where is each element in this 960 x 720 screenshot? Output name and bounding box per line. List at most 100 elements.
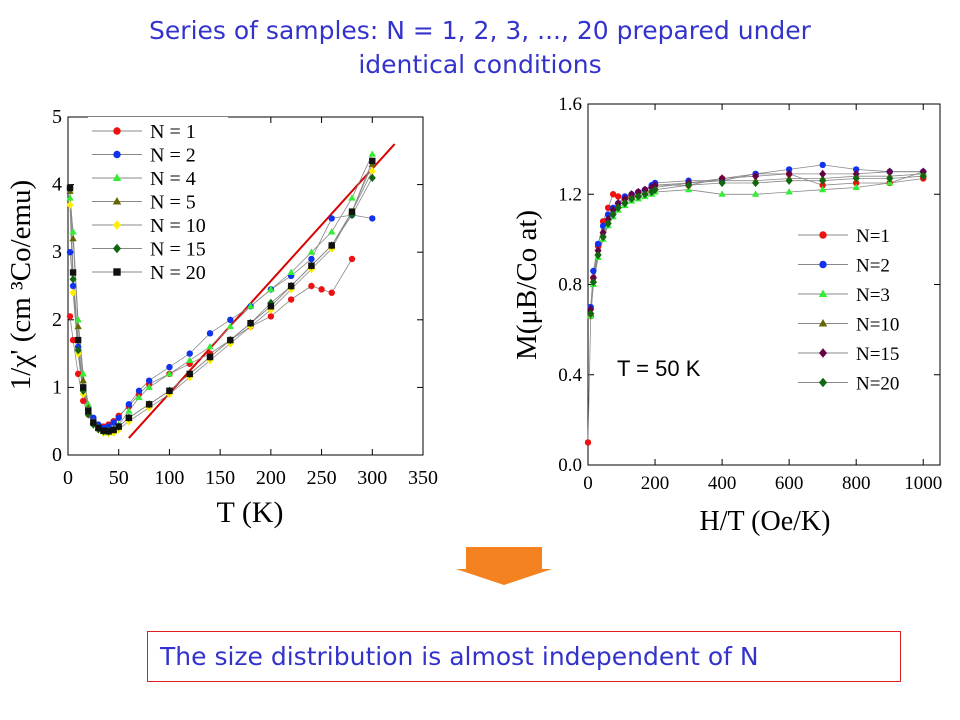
data-point <box>69 336 77 344</box>
conclusion-box: The size distribution is almost independ… <box>147 631 901 682</box>
data-point <box>369 215 376 222</box>
data-point <box>90 419 97 426</box>
data-point <box>718 190 726 197</box>
data-point <box>628 194 636 203</box>
x-tick-label: 200 <box>256 467 286 489</box>
data-point <box>599 228 607 237</box>
data-point <box>287 282 295 290</box>
data-point <box>66 194 74 201</box>
y-tick-label: 0.0 <box>558 455 582 476</box>
data-point <box>594 251 602 260</box>
legend-marker <box>112 197 122 205</box>
x-tick-label: 150 <box>205 467 235 489</box>
legend-marker <box>113 127 121 135</box>
data-point <box>604 204 612 211</box>
legend-label: N=20 <box>856 374 899 395</box>
data-point <box>206 330 214 337</box>
data-point <box>852 169 860 179</box>
legend-marker <box>113 268 121 276</box>
legend-label: N = 4 <box>150 168 196 190</box>
data-point <box>604 219 612 228</box>
data-point <box>819 169 827 179</box>
susceptibility-y-axis-label: 1/χ' (cm ³Co/emu) <box>5 180 37 390</box>
data-point <box>318 286 325 293</box>
data-point <box>785 166 793 173</box>
data-point <box>819 182 826 189</box>
legend-marker <box>818 348 828 358</box>
y-tick-label: 1 <box>52 376 62 398</box>
legend-label: N = 5 <box>150 192 196 214</box>
legend-marker <box>818 319 828 327</box>
data-point <box>609 191 617 198</box>
data-point <box>785 176 793 185</box>
data-point <box>348 255 356 263</box>
legend-marker <box>112 243 122 254</box>
data-point <box>84 400 92 407</box>
legend-label: N=2 <box>856 256 890 277</box>
data-point <box>79 376 87 384</box>
data-point <box>584 439 592 446</box>
data-point <box>308 282 315 290</box>
data-point <box>74 315 82 323</box>
data-point <box>594 246 602 255</box>
x-tick-label: 0 <box>583 473 593 494</box>
legend-label: N = 10 <box>150 215 206 237</box>
data-point <box>186 350 193 357</box>
legend-label: N=10 <box>856 315 899 336</box>
series-line <box>587 173 924 443</box>
data-point <box>79 370 87 377</box>
susceptibility-plot-frame <box>67 116 424 456</box>
legend-marker <box>818 377 828 388</box>
data-point <box>110 419 117 426</box>
data-point <box>852 179 860 187</box>
data-point <box>69 269 77 276</box>
susceptibility-ticks: 0 50 100 150 200 250 300 350 0 1 2 3 4 5 <box>52 106 438 489</box>
data-point <box>69 288 77 297</box>
data-point <box>819 176 827 185</box>
data-point <box>267 303 275 310</box>
magnetization-data <box>584 161 927 446</box>
x-tick-label: 800 <box>842 473 871 494</box>
legend-marker <box>819 231 827 239</box>
data-point <box>247 319 254 327</box>
data-point <box>368 150 376 157</box>
data-point <box>85 407 92 415</box>
legend-label: N = 2 <box>150 145 196 167</box>
data-point <box>307 248 316 255</box>
data-point <box>287 296 295 303</box>
data-point <box>685 181 693 190</box>
data-point <box>165 370 174 377</box>
data-point <box>651 185 659 194</box>
susceptibility-legend: N = 1N = 2N = 4N = 5N = 10N = 15N = 20 <box>88 117 228 286</box>
data-point <box>66 184 74 192</box>
data-point <box>145 383 153 390</box>
data-point <box>752 178 760 188</box>
x-tick-label: 100 <box>154 467 184 489</box>
data-point <box>348 208 356 215</box>
data-point <box>604 211 612 218</box>
data-point <box>589 278 597 287</box>
data-point <box>328 215 335 222</box>
legend-label: N=3 <box>856 285 890 306</box>
y-tick-label: 0.4 <box>558 365 582 386</box>
data-point <box>641 190 649 199</box>
data-point <box>886 167 894 176</box>
data-point <box>886 174 894 183</box>
data-point <box>125 407 133 414</box>
data-point <box>227 316 234 323</box>
data-point <box>267 285 275 292</box>
y-tick-label: 0 <box>52 444 62 466</box>
data-point <box>135 387 143 394</box>
data-point <box>145 377 153 384</box>
data-point <box>852 166 860 173</box>
data-point <box>599 222 607 230</box>
data-point <box>74 346 82 355</box>
data-point <box>919 172 927 181</box>
data-point <box>599 218 607 225</box>
data-point <box>641 185 649 194</box>
data-point <box>166 387 173 394</box>
data-point <box>348 194 356 201</box>
slide-title-line2: identical conditions <box>358 50 602 79</box>
data-point <box>634 187 642 197</box>
x-tick-label: 400 <box>708 473 737 494</box>
